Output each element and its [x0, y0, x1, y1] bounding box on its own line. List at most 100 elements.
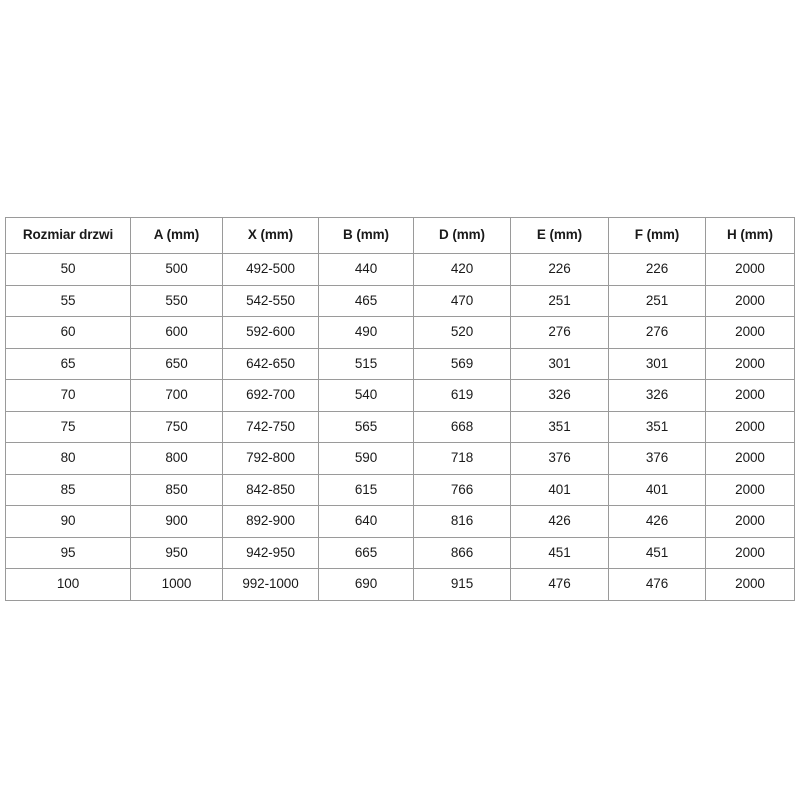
table-cell: 2000: [705, 253, 795, 286]
table-cell: 615: [318, 473, 414, 506]
table-header-row: Rozmiar drzwi A (mm) X (mm) B (mm) D (mm…: [5, 217, 795, 254]
table-cell: 440: [318, 253, 414, 286]
cell-rozmiar-drzwi: 60: [5, 316, 131, 349]
table-cell: 766: [413, 473, 511, 506]
table-row: 80 800 792-800 590 718 376 376 2000: [5, 442, 795, 475]
column-header-e: E (mm): [510, 217, 609, 254]
cell-rozmiar-drzwi: 85: [5, 473, 131, 506]
table-cell: 490: [318, 316, 414, 349]
table-cell: 992-1000: [222, 568, 319, 601]
table-cell: 950: [130, 536, 223, 569]
cell-rozmiar-drzwi: 70: [5, 379, 131, 412]
spec-table-container: Rozmiar drzwi A (mm) X (mm) B (mm) D (mm…: [5, 217, 795, 601]
table-cell: 2000: [705, 536, 795, 569]
table-cell: 569: [413, 347, 511, 380]
table-cell: 650: [130, 347, 223, 380]
table-cell: 492-500: [222, 253, 319, 286]
table-cell: 792-800: [222, 442, 319, 475]
table-cell: 401: [608, 473, 706, 506]
cell-rozmiar-drzwi: 50: [5, 253, 131, 286]
table-row: 50 500 492-500 440 420 226 226 2000: [5, 253, 795, 286]
table-cell: 515: [318, 347, 414, 380]
table-cell: 426: [608, 505, 706, 538]
table-cell: 2000: [705, 347, 795, 380]
table-cell: 619: [413, 379, 511, 412]
table-cell: 326: [510, 379, 609, 412]
table-cell: 351: [510, 410, 609, 443]
table-cell: 542-550: [222, 284, 319, 317]
table-cell: 900: [130, 505, 223, 538]
table-cell: 592-600: [222, 316, 319, 349]
table-cell: 718: [413, 442, 511, 475]
table-cell: 301: [510, 347, 609, 380]
table-cell: 2000: [705, 379, 795, 412]
table-cell: 842-850: [222, 473, 319, 506]
table-cell: 2000: [705, 568, 795, 601]
table-cell: 520: [413, 316, 511, 349]
table-cell: 500: [130, 253, 223, 286]
table-header: Rozmiar drzwi A (mm) X (mm) B (mm) D (mm…: [5, 217, 795, 254]
cell-rozmiar-drzwi: 90: [5, 505, 131, 538]
table-cell: 800: [130, 442, 223, 475]
table-cell: 550: [130, 284, 223, 317]
table-cell: 750: [130, 410, 223, 443]
table-cell: 892-900: [222, 505, 319, 538]
table-cell: 476: [608, 568, 706, 601]
column-header-x: X (mm): [222, 217, 319, 254]
cell-rozmiar-drzwi: 95: [5, 536, 131, 569]
column-header-h: H (mm): [705, 217, 795, 254]
table-cell: 742-750: [222, 410, 319, 443]
table-cell: 640: [318, 505, 414, 538]
column-header-d: D (mm): [413, 217, 511, 254]
table-row: 55 550 542-550 465 470 251 251 2000: [5, 284, 795, 317]
table-cell: 850: [130, 473, 223, 506]
table-cell: 301: [608, 347, 706, 380]
table-row: 90 900 892-900 640 816 426 426 2000: [5, 505, 795, 538]
table-cell: 2000: [705, 505, 795, 538]
table-cell: 470: [413, 284, 511, 317]
table-cell: 376: [510, 442, 609, 475]
table-cell: 2000: [705, 442, 795, 475]
table-cell: 942-950: [222, 536, 319, 569]
table-cell: 915: [413, 568, 511, 601]
table-cell: 2000: [705, 316, 795, 349]
table-body: 50 500 492-500 440 420 226 226 2000 55 550 542-550…: [5, 253, 795, 601]
table-row: 85 850 842-850 615 766 401 401 2000: [5, 473, 795, 506]
table-cell: 700: [130, 379, 223, 412]
cell-rozmiar-drzwi: 75: [5, 410, 131, 443]
table-row: 95 950 942-950 665 866 451 451 2000: [5, 536, 795, 569]
table-cell: 326: [608, 379, 706, 412]
cell-rozmiar-drzwi: 80: [5, 442, 131, 475]
table-cell: 540: [318, 379, 414, 412]
table-row: 70 700 692-700 540 619 326 326 2000: [5, 379, 795, 412]
spec-table: Rozmiar drzwi A (mm) X (mm) B (mm) D (mm…: [5, 217, 795, 601]
table-row: 60 600 592-600 490 520 276 276 2000: [5, 316, 795, 349]
table-cell: 642-650: [222, 347, 319, 380]
table-cell: 226: [510, 253, 609, 286]
table-cell: 226: [608, 253, 706, 286]
cell-rozmiar-drzwi: 65: [5, 347, 131, 380]
column-header-f: F (mm): [608, 217, 706, 254]
table-cell: 451: [608, 536, 706, 569]
table-row: 100 1000 992-1000 690 915 476 476 2000: [5, 568, 795, 601]
table-cell: 276: [608, 316, 706, 349]
table-cell: 665: [318, 536, 414, 569]
cell-rozmiar-drzwi: 55: [5, 284, 131, 317]
table-cell: 276: [510, 316, 609, 349]
column-header-rozmiar-drzwi: Rozmiar drzwi: [5, 217, 131, 254]
cell-rozmiar-drzwi: 100: [5, 568, 131, 601]
table-cell: 2000: [705, 473, 795, 506]
table-cell: 465: [318, 284, 414, 317]
table-cell: 866: [413, 536, 511, 569]
table-cell: 426: [510, 505, 609, 538]
table-cell: 376: [608, 442, 706, 475]
table-cell: 690: [318, 568, 414, 601]
table-cell: 1000: [130, 568, 223, 601]
table-cell: 565: [318, 410, 414, 443]
table-cell: 600: [130, 316, 223, 349]
table-cell: 251: [510, 284, 609, 317]
table-row: 75 750 742-750 565 668 351 351 2000: [5, 410, 795, 443]
table-cell: 251: [608, 284, 706, 317]
table-cell: 401: [510, 473, 609, 506]
